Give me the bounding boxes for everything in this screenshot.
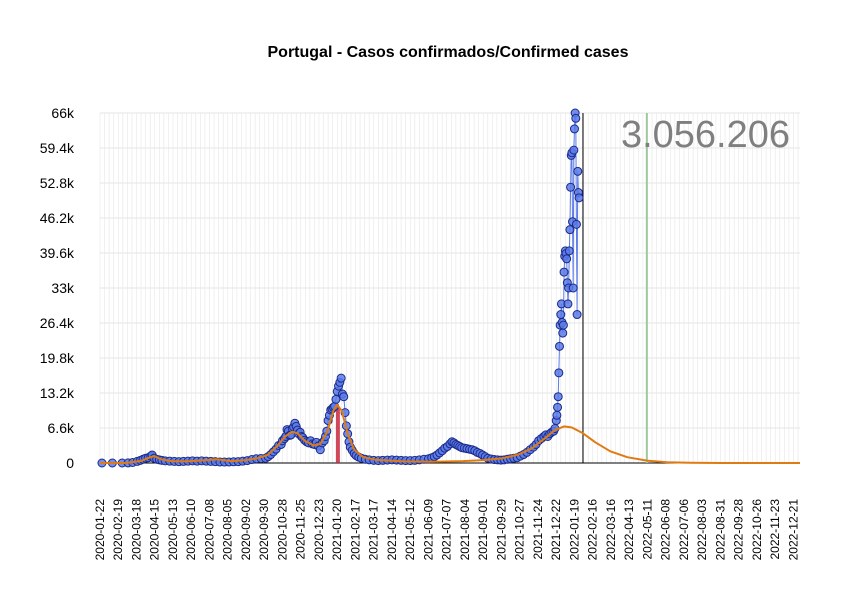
data-point bbox=[569, 124, 579, 134]
data-point bbox=[574, 193, 584, 203]
x-tick-label: 2021-02-17 bbox=[348, 499, 362, 561]
x-tick-label: 2022-08-03 bbox=[695, 499, 709, 561]
x-tick-label: 2020-08-05 bbox=[221, 499, 235, 561]
data-point bbox=[571, 113, 581, 123]
total-cases-label: 3.056.206 bbox=[621, 114, 790, 156]
x-tick-label: 2020-11-25 bbox=[294, 499, 308, 560]
x-tick-label: 2021-04-14 bbox=[385, 499, 399, 561]
data-point bbox=[554, 341, 564, 351]
x-tick-label: 2020-06-10 bbox=[184, 499, 198, 561]
x-tick-label: 2022-02-16 bbox=[586, 499, 600, 561]
data-point bbox=[553, 402, 563, 412]
data-point bbox=[336, 373, 346, 383]
x-tick-label: 2020-07-08 bbox=[202, 499, 216, 561]
reference-lines bbox=[582, 113, 648, 463]
x-tick-label: 2020-12-23 bbox=[312, 499, 326, 561]
fit-curve bbox=[100, 403, 800, 464]
y-tick-label: 39.6k bbox=[40, 245, 75, 261]
data-point bbox=[556, 310, 566, 320]
x-tick-label: 2022-10-26 bbox=[750, 499, 764, 561]
data-point bbox=[569, 145, 579, 155]
y-tick-label: 52.8k bbox=[40, 175, 75, 191]
y-tick-label: 59.4k bbox=[40, 140, 75, 156]
data-point bbox=[553, 392, 563, 402]
highlight-bar-group bbox=[335, 407, 340, 463]
x-tick-label: 2021-12-22 bbox=[549, 499, 563, 561]
data-point bbox=[559, 267, 569, 277]
x-tick-label: 2020-01-22 bbox=[93, 499, 107, 561]
data-point bbox=[562, 254, 572, 264]
x-tick-label: 2022-11-23 bbox=[768, 499, 782, 560]
y-tick-label: 0 bbox=[66, 455, 74, 471]
x-tick-label: 2022-09-28 bbox=[732, 499, 746, 561]
fit-curve-group bbox=[100, 403, 800, 464]
x-tick-label: 2021-09-29 bbox=[494, 499, 508, 561]
x-tick-label: 2020-03-18 bbox=[129, 499, 143, 561]
data-point bbox=[565, 225, 575, 235]
x-tick-label: 2022-03-16 bbox=[604, 499, 618, 561]
x-tick-label: 2020-09-02 bbox=[239, 499, 253, 561]
grid-lines bbox=[99, 112, 800, 464]
y-tick-label: 66k bbox=[51, 105, 75, 121]
x-tick-label: 2021-03-17 bbox=[367, 499, 381, 561]
x-tick-label: 2022-01-19 bbox=[567, 499, 581, 561]
x-tick-label: 2020-05-13 bbox=[166, 499, 180, 561]
data-point bbox=[564, 246, 574, 256]
data-point bbox=[554, 368, 564, 378]
y-axis-ticks: 0 6.6k 13.2k 19.8k 26.4k 33k 39.6k 46.2k 52.8k 59… bbox=[40, 105, 75, 471]
x-tick-label: 2022-06-08 bbox=[659, 499, 673, 561]
y-tick-label: 6.6k bbox=[48, 420, 75, 436]
y-tick-label: 46.2k bbox=[40, 210, 75, 226]
data-point bbox=[566, 182, 576, 192]
data-point bbox=[573, 166, 583, 176]
data-point bbox=[571, 219, 581, 229]
chart-title: Portugal - Casos confirmados/Confirmed c… bbox=[268, 44, 629, 61]
x-tick-label: 2022-07-06 bbox=[677, 499, 691, 561]
data-point bbox=[558, 328, 568, 338]
x-tick-label: 2021-06-09 bbox=[421, 499, 435, 561]
data-point bbox=[568, 283, 578, 293]
x-tick-label: 2022-08-31 bbox=[713, 499, 727, 561]
x-axis-ticks: 2020-01-22 2020-02-19 2020-03-18 2020-04-15… bbox=[93, 499, 800, 561]
x-tick-label: 2021-05-12 bbox=[403, 499, 417, 561]
x-tick-label: 2020-10-28 bbox=[275, 499, 289, 561]
x-tick-label: 2021-10-27 bbox=[513, 499, 527, 561]
x-tick-label: 2021-01-20 bbox=[330, 499, 344, 561]
x-tick-label: 2022-12-21 bbox=[786, 499, 800, 561]
x-tick-label: 2021-07-07 bbox=[440, 499, 454, 561]
x-tick-label: 2020-04-15 bbox=[148, 499, 162, 561]
highlight-bar bbox=[335, 407, 340, 463]
y-tick-label: 26.4k bbox=[40, 315, 75, 331]
x-tick-label: 2021-08-04 bbox=[458, 499, 472, 561]
x-tick-label: 2022-04-13 bbox=[622, 499, 636, 561]
data-point bbox=[558, 320, 568, 330]
data-point bbox=[572, 310, 582, 320]
data-point bbox=[563, 299, 573, 309]
y-tick-label: 19.8k bbox=[40, 350, 75, 366]
y-tick-label: 33k bbox=[51, 280, 75, 296]
x-tick-label: 2020-02-19 bbox=[111, 499, 125, 561]
x-tick-label: 2021-09-01 bbox=[476, 499, 490, 561]
data-point bbox=[339, 392, 349, 402]
x-tick-label: 2020-09-30 bbox=[257, 499, 271, 561]
x-tick-label: 2022-05-11 bbox=[640, 499, 654, 560]
x-tick-label: 2021-11-24 bbox=[531, 499, 545, 560]
y-tick-label: 13.2k bbox=[40, 385, 75, 401]
data-point bbox=[552, 410, 562, 420]
